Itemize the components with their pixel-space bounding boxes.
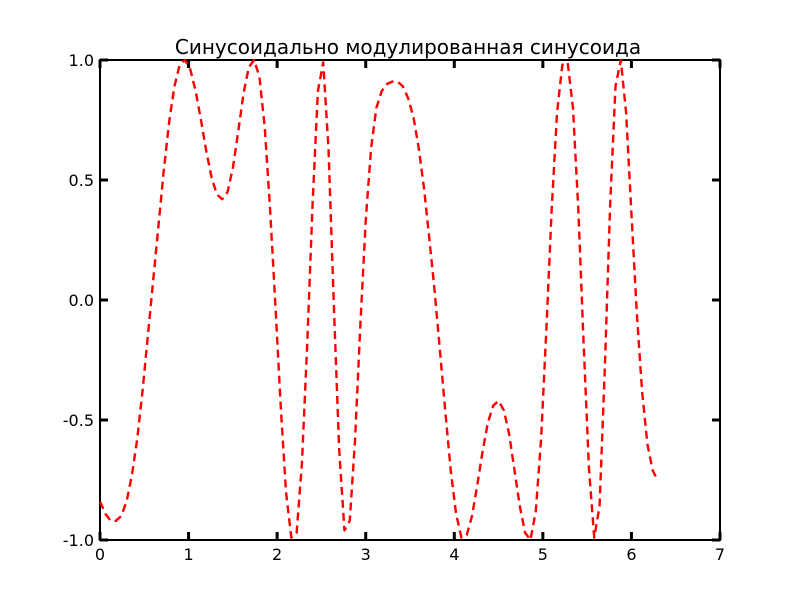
x-axis-tick-label: 5 — [538, 545, 548, 564]
series-group — [98, 58, 658, 542]
axis-ticks — [98, 58, 722, 542]
y-axis-tick-label: 0.5 — [69, 171, 94, 190]
y-axis-tick-label: 1.0 — [69, 51, 94, 70]
x-axis-tick-label: 1 — [183, 545, 193, 564]
x-axis-tick-label: 2 — [272, 545, 282, 564]
x-axis-tick-label: 6 — [626, 545, 636, 564]
x-axis-tick-label: 3 — [361, 545, 371, 564]
x-axis-tick-label: 0 — [95, 545, 105, 564]
axis-tick-labels: 0 1 2 3 4 5 6 7 -1.0 -0.5 0.0 0.5 1.0 — [63, 51, 725, 564]
x-axis-tick-label: 4 — [449, 545, 459, 564]
plot-frame — [99, 59, 721, 541]
y-axis-tick-label: -1.0 — [63, 531, 94, 550]
series-line-1 — [98, 58, 658, 542]
y-axis-tick-label: 0.0 — [69, 291, 94, 310]
x-axis-tick-label: 7 — [715, 545, 725, 564]
y-axis-tick-label: -0.5 — [63, 411, 94, 430]
chart-title: Синусоидально модулированная синусоида — [175, 35, 641, 59]
